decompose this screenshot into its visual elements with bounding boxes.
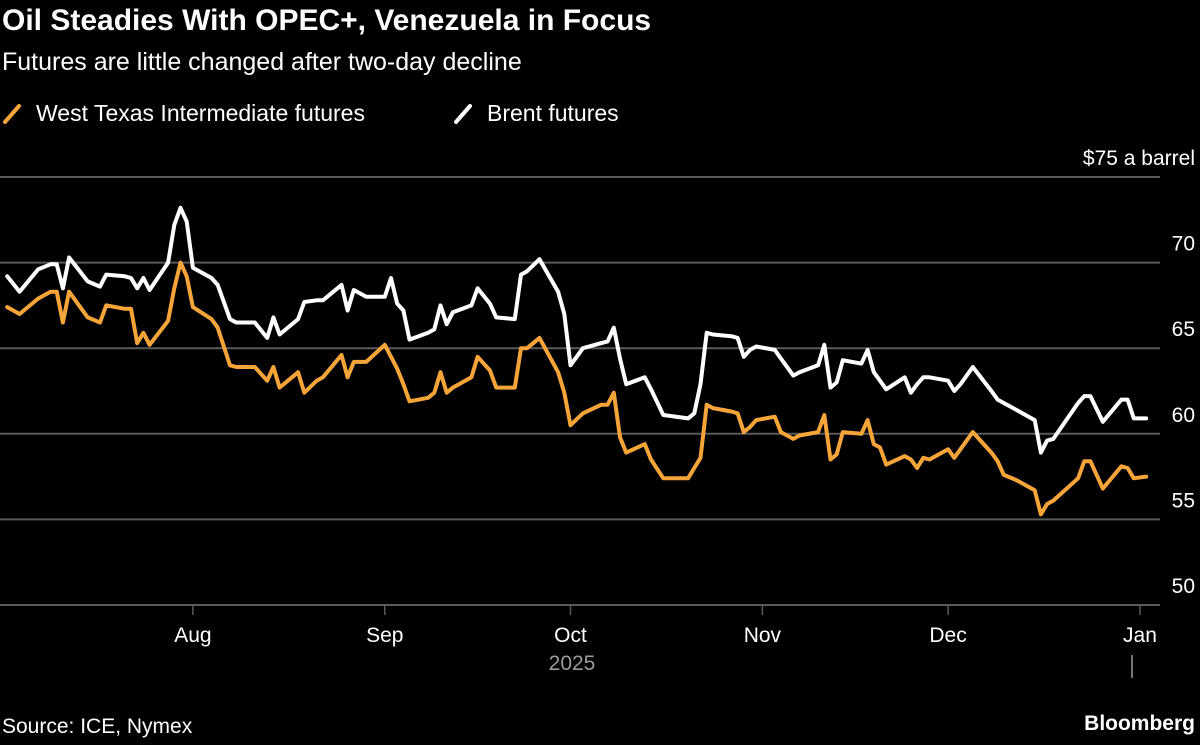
legend-label-wti: West Texas Intermediate futures: [36, 100, 365, 126]
x-axis-ticks: Aug Sep Oct Nov Dec Jan: [174, 605, 1157, 647]
x-tick-label: Sep: [366, 624, 403, 647]
chart-title: Oil Steadies With OPEC+, Venezuela in Fo…: [2, 4, 651, 37]
y-tick-label: 50: [1172, 575, 1195, 598]
x-tick-label: Nov: [744, 624, 782, 647]
brent-futures-line: [5, 205, 1149, 455]
bloomberg-logo: Bloomberg: [1084, 712, 1195, 735]
wti-futures-line: [5, 260, 1149, 517]
y-tick-label: $75 a barrel: [1083, 147, 1195, 170]
x-tick-label: Aug: [174, 624, 211, 647]
y-gridlines: [0, 176, 1160, 606]
y-tick-label: 55: [1172, 489, 1195, 512]
legend-label-brent: Brent futures: [487, 100, 619, 126]
legend-swatch-wti: [3, 104, 21, 124]
x-axis-year-label: 2025: [549, 652, 596, 675]
y-tick-label: 70: [1172, 233, 1195, 256]
chart-subtitle: Futures are little changed after two-day…: [2, 48, 522, 76]
source-note: Source: ICE, Nymex: [2, 715, 193, 738]
x-tick-label: Jan: [1123, 624, 1157, 647]
y-tick-label: 60: [1172, 404, 1195, 427]
x-tick-label: Oct: [554, 624, 587, 647]
y-tick-label: 65: [1172, 318, 1195, 341]
series-lines: [5, 205, 1149, 517]
legend-swatch-brent: [454, 104, 472, 124]
y-axis-ticks: 50 55 60 65 70 $75 a barrel: [1083, 147, 1195, 598]
x-tick-label: Dec: [929, 624, 966, 647]
legend: West Texas Intermediate futures Brent fu…: [3, 100, 619, 126]
